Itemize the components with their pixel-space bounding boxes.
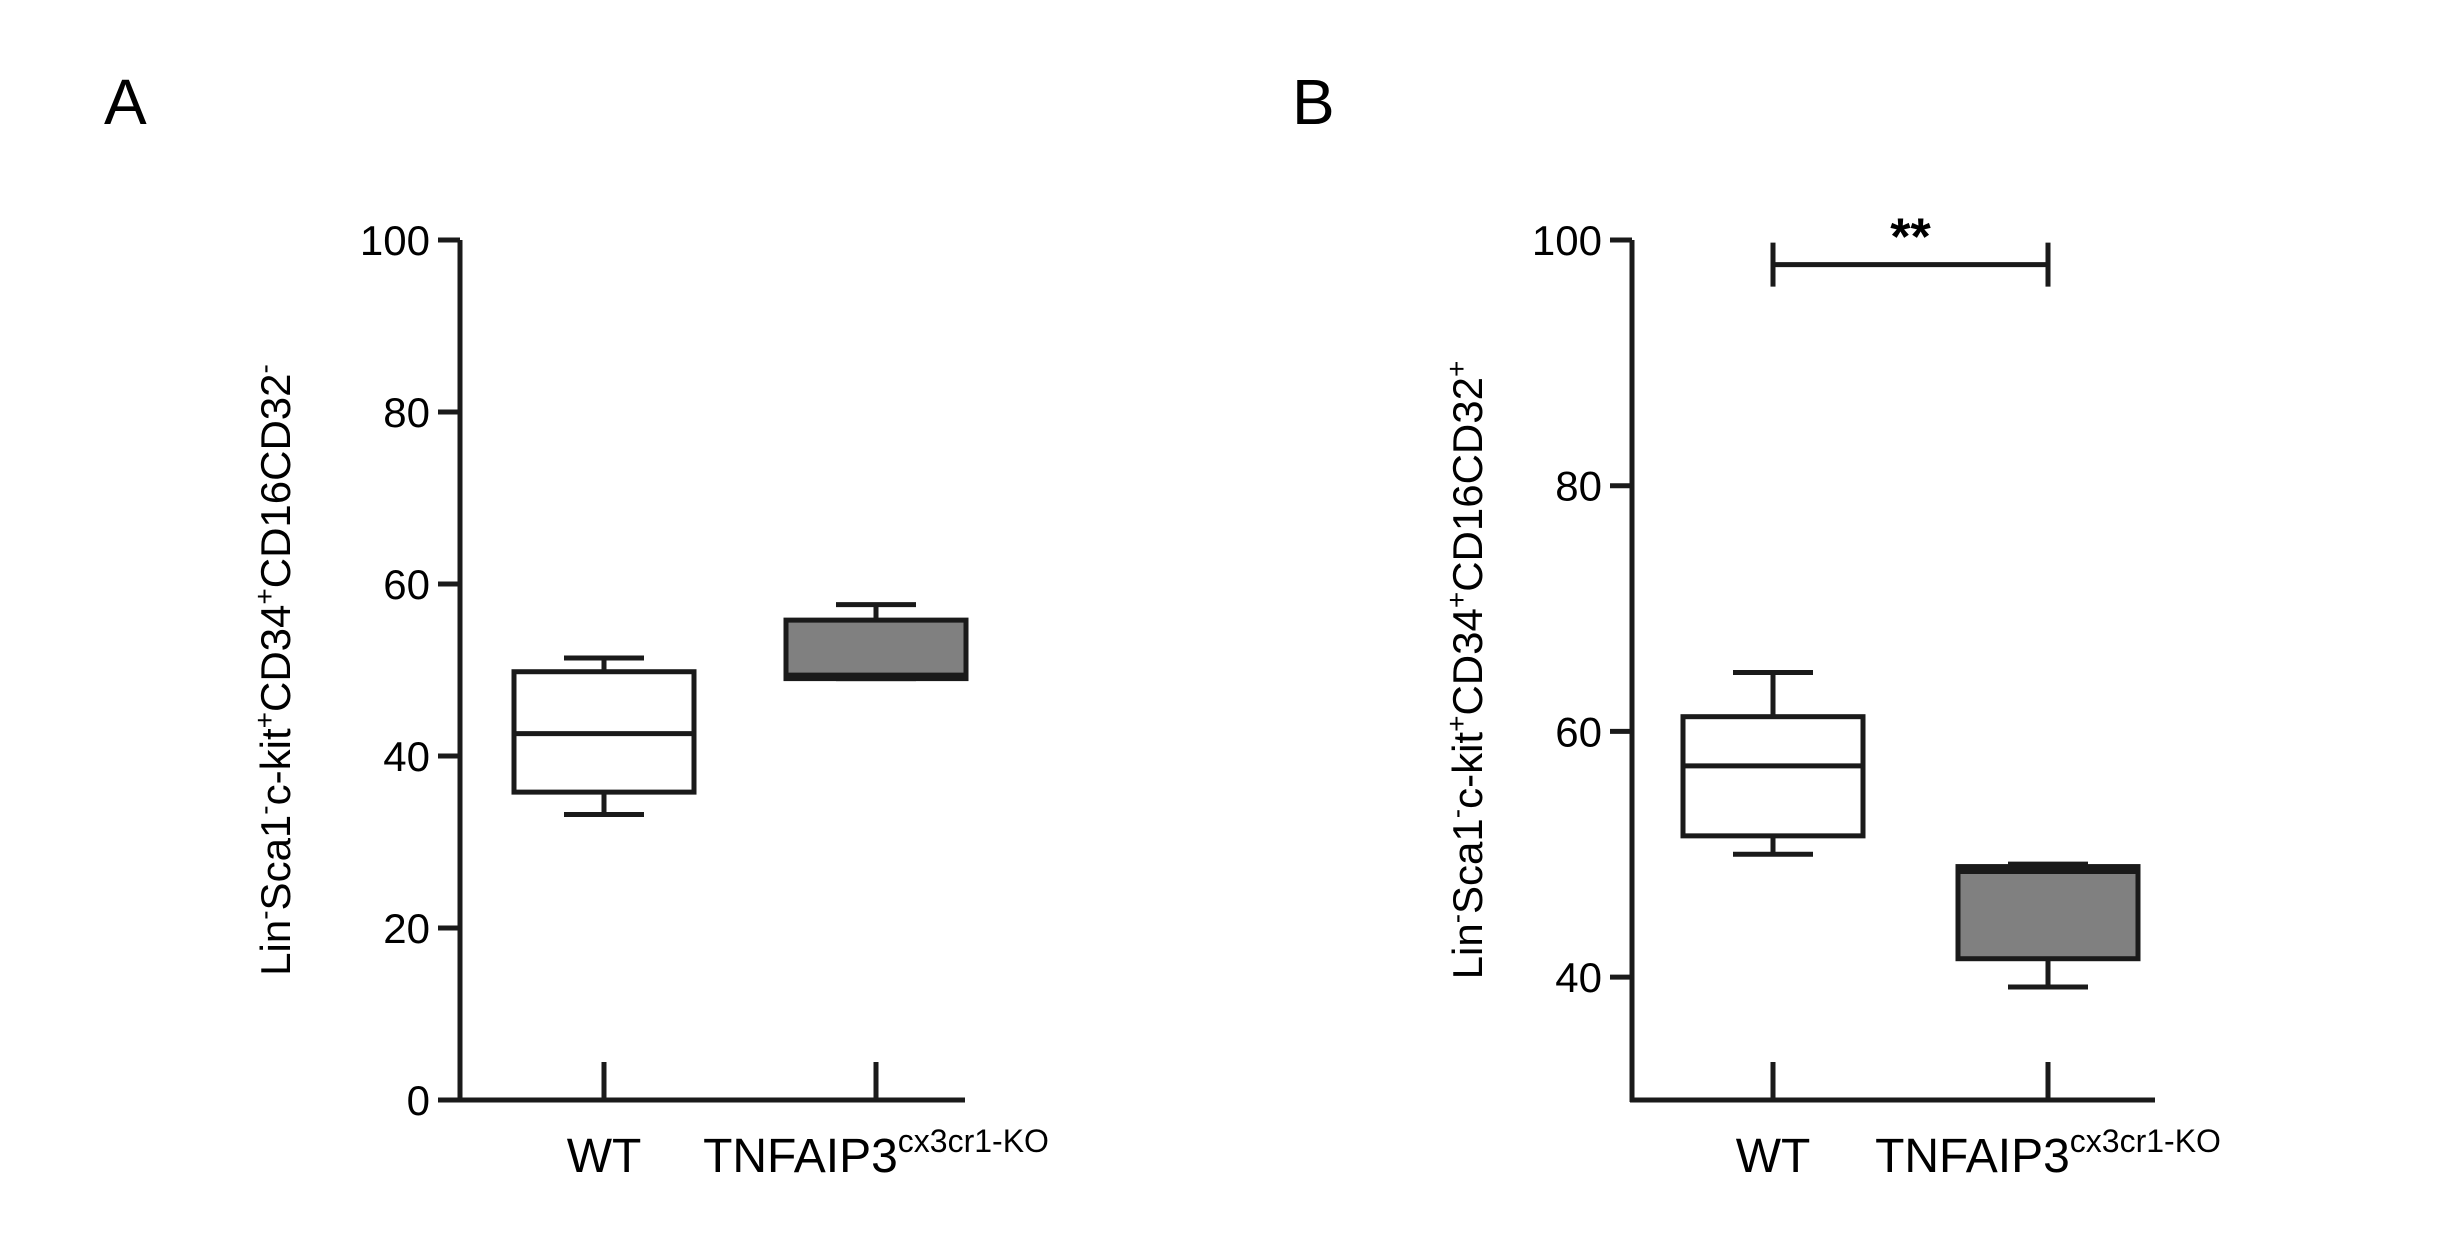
x-category-label: WT <box>567 1130 642 1183</box>
significance-label: ** <box>1890 209 1931 267</box>
x-category-label: TNFAIP3cx3cr1-KO <box>703 1123 1049 1183</box>
y-axis-label: Lin-Sca1-c-kit+CD34+CD16CD32- <box>249 364 299 976</box>
y-tick-label: 40 <box>383 733 430 780</box>
panel-a-letter: A <box>104 66 147 138</box>
y-tick-label: 60 <box>1555 708 1602 755</box>
y-tick-label: 100 <box>1532 217 1602 264</box>
y-tick-label: 20 <box>383 905 430 952</box>
box-iqr <box>783 617 969 682</box>
box-iqr <box>1955 864 2141 962</box>
y-tick-label: 100 <box>360 217 430 264</box>
x-category-label: TNFAIP3cx3cr1-KO <box>1875 1123 2221 1183</box>
panel-a-chart: 0 20 40 60 80 100 WT TNFAIP3cx3cr1-KO Lin-Sca1-c… <box>249 217 1049 1183</box>
y-tick-label: 80 <box>1555 463 1602 510</box>
box-iqr <box>1680 714 1866 839</box>
panel-b-chart: 40 60 80 100 WT TNFAIP3cx3cr1-KO ** Lin-Sca1-c-… <box>1441 209 2221 1183</box>
panel-b-letter: B <box>1292 66 1335 138</box>
y-tick-label: 0 <box>407 1077 430 1124</box>
y-tick-label: 40 <box>1555 954 1602 1001</box>
y-axis-label: Lin-Sca1-c-kit+CD34+CD16CD32+ <box>1441 361 1491 980</box>
y-tick-label: 80 <box>383 389 430 436</box>
y-tick-label: 60 <box>383 561 430 608</box>
x-category-label: WT <box>1736 1130 1811 1183</box>
